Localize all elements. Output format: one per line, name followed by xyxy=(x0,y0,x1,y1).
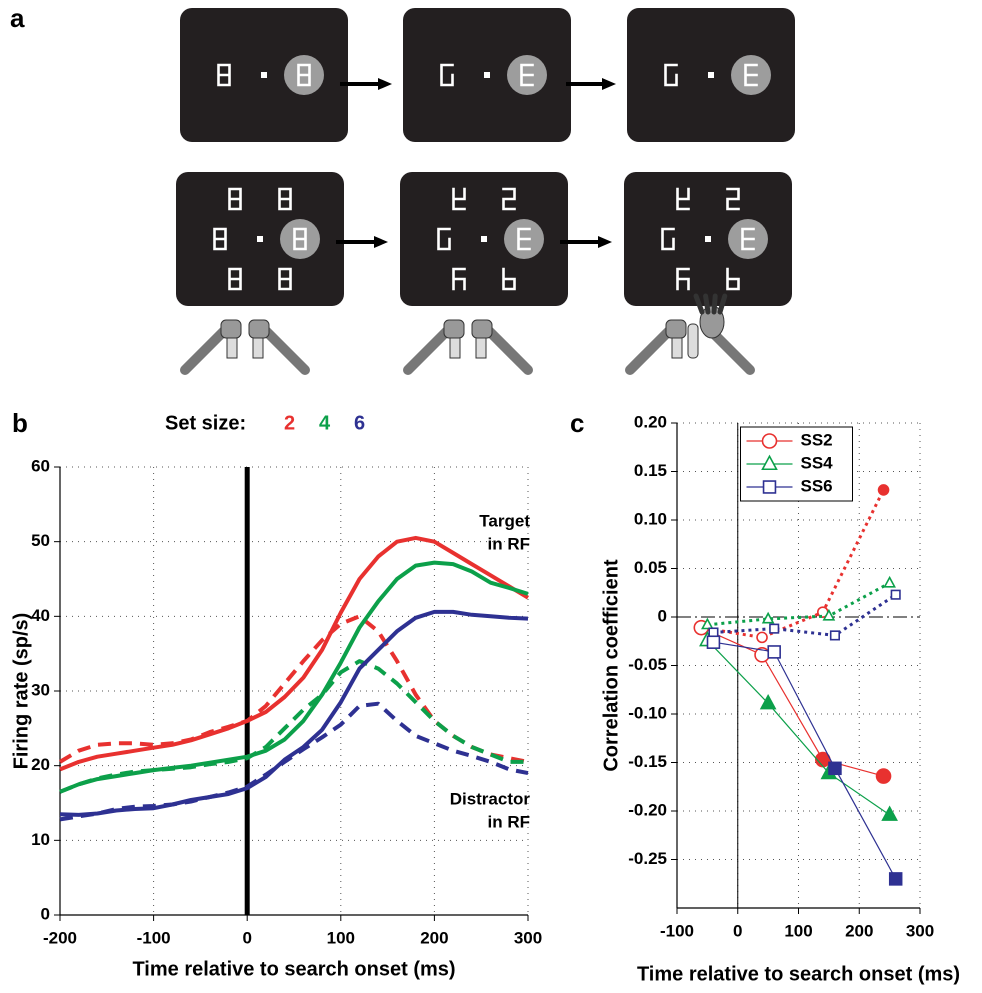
legend-title: Set size: xyxy=(165,412,246,434)
marker xyxy=(764,481,776,493)
arm xyxy=(185,330,225,370)
y-tick-label: -0.10 xyxy=(628,703,667,722)
figure: a b0102030405060-200-1000100200300Time r… xyxy=(0,0,982,993)
x-axis-label: Time relative to search onset (ms) xyxy=(132,958,455,980)
y-tick-label: 30 xyxy=(31,680,50,699)
solid-line xyxy=(707,640,889,815)
marker xyxy=(890,873,902,885)
arm xyxy=(630,330,670,370)
panel-label: a xyxy=(10,3,25,33)
dotted-line xyxy=(714,595,896,636)
y-tick-label: 0.05 xyxy=(634,558,667,577)
marker xyxy=(885,578,895,587)
dotted-line xyxy=(701,490,883,638)
x-tick-label: 200 xyxy=(845,921,873,940)
x-tick-label: 100 xyxy=(327,928,355,947)
y-tick-label: -0.05 xyxy=(628,655,667,674)
marker xyxy=(891,590,900,599)
y-tick-label: 50 xyxy=(31,531,50,550)
marker xyxy=(768,646,780,658)
fist xyxy=(249,320,269,338)
marker xyxy=(877,769,891,783)
legend-label: 4 xyxy=(319,412,331,434)
y-tick-label: -0.15 xyxy=(628,752,667,771)
y-tick-label: 40 xyxy=(31,606,50,625)
legend-label: 2 xyxy=(284,412,295,434)
fixation xyxy=(484,72,490,78)
y-tick-label: -0.20 xyxy=(628,800,667,819)
y-axis-label: Firing rate (sp/s) xyxy=(10,613,32,770)
target-line xyxy=(60,563,528,792)
y-tick-label: 0 xyxy=(41,904,50,923)
fist xyxy=(472,320,492,338)
arrow-head xyxy=(374,236,388,248)
marker xyxy=(883,807,897,820)
solid-line xyxy=(714,642,896,879)
y-tick-label: 0.10 xyxy=(634,509,667,528)
finger xyxy=(714,296,715,312)
annotation: in RF xyxy=(488,812,531,831)
fixation xyxy=(481,236,487,242)
y-tick-label: 20 xyxy=(31,755,50,774)
y-tick-label: 0.15 xyxy=(634,461,667,480)
x-tick-label: 0 xyxy=(733,921,742,940)
x-tick-label: -100 xyxy=(137,928,171,947)
x-tick-label: 300 xyxy=(906,921,934,940)
annotation: Distractor xyxy=(450,789,531,808)
fixation xyxy=(261,72,267,78)
annotation: in RF xyxy=(488,534,531,553)
arrow-head xyxy=(378,78,392,90)
panel-label: b xyxy=(12,408,28,438)
legend-label: SS6 xyxy=(801,476,833,495)
fixation xyxy=(708,72,714,78)
fist xyxy=(221,320,241,338)
x-tick-label: -100 xyxy=(660,921,694,940)
marker xyxy=(879,485,889,495)
marker xyxy=(763,434,777,448)
target-line xyxy=(60,538,528,770)
legend-label: 6 xyxy=(354,412,365,434)
marker xyxy=(831,631,840,640)
annotation: Target xyxy=(479,511,530,530)
arrow-head xyxy=(602,78,616,90)
legend-label: SS4 xyxy=(801,453,834,472)
marker xyxy=(829,762,841,774)
y-axis-label: Correlation coefficient xyxy=(600,559,622,772)
x-tick-label: -200 xyxy=(43,928,77,947)
x-tick-label: 300 xyxy=(514,928,542,947)
fixation xyxy=(705,236,711,242)
y-tick-label: -0.25 xyxy=(628,849,667,868)
finger xyxy=(706,296,708,312)
arrow-head xyxy=(598,236,612,248)
marker xyxy=(708,636,720,648)
arm xyxy=(488,330,528,370)
arm xyxy=(265,330,305,370)
y-tick-label: 0 xyxy=(658,606,667,625)
lever xyxy=(688,324,698,358)
x-tick-label: 200 xyxy=(420,928,448,947)
target-line xyxy=(60,612,528,815)
marker xyxy=(770,624,779,633)
y-tick-label: 60 xyxy=(31,456,50,475)
panel-label: c xyxy=(570,408,584,438)
y-tick-label: 10 xyxy=(31,830,50,849)
solid-line xyxy=(701,628,883,776)
x-tick-label: 0 xyxy=(242,928,251,947)
x-tick-label: 100 xyxy=(784,921,812,940)
y-tick-label: 0.20 xyxy=(634,412,667,431)
arm xyxy=(408,330,448,370)
fixation xyxy=(257,236,263,242)
fist xyxy=(666,320,686,338)
x-axis-label: Time relative to search onset (ms) xyxy=(637,963,960,985)
task-diagram xyxy=(176,8,795,370)
marker xyxy=(757,632,767,642)
fist xyxy=(444,320,464,338)
legend-label: SS2 xyxy=(801,430,833,449)
